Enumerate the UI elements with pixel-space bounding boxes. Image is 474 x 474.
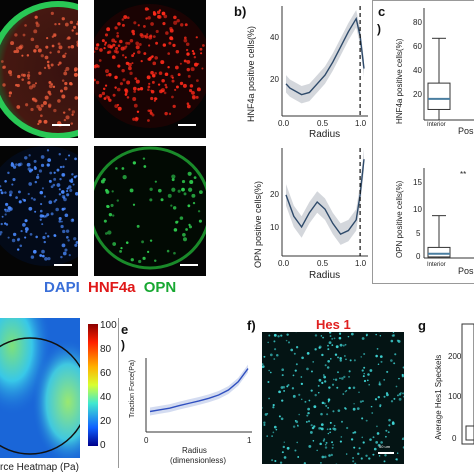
b2-xtick-0: 0.0	[278, 259, 290, 268]
b2-ytick-20: 20	[270, 190, 279, 199]
opn-legend: OPN	[143, 279, 177, 296]
box	[427, 246, 451, 258]
c2-xtick: Interior	[427, 262, 446, 268]
b1-xtick-1: 1.0	[355, 119, 367, 128]
hnf4a-image	[94, 0, 206, 138]
cbar-tick-20: 20	[100, 416, 112, 427]
c2-ytick-15: 15	[413, 178, 422, 187]
hes1-image: 50 um	[262, 332, 404, 464]
traction-heatmap	[0, 318, 80, 458]
c2-xtick2: Pos	[458, 266, 474, 276]
dapi-image-svg	[0, 146, 78, 266]
merge-image	[0, 0, 78, 138]
panel-label-f: f)	[247, 318, 256, 333]
cbar-tick-80: 80	[100, 344, 112, 355]
merge-image-svg	[0, 1, 78, 138]
c2-ytick-5: 5	[416, 229, 421, 238]
b2-plot	[281, 148, 368, 257]
confidence-band	[286, 10, 364, 104]
c1-paren: )	[377, 22, 381, 36]
c1-ytick-40: 40	[413, 66, 422, 75]
series-line	[285, 159, 365, 236]
panel-label-b: b)	[234, 4, 247, 19]
hes1-title: Hes 1	[316, 317, 351, 332]
panel-c-border	[372, 0, 474, 284]
hnf4a-image-svg	[94, 4, 206, 128]
c2-sig: **	[460, 170, 467, 179]
cbar-tick-40: 40	[100, 392, 112, 403]
g-ytick-0: 0	[452, 434, 457, 443]
hes1-scale-text: 50 um	[379, 444, 391, 449]
c1-ytick-60: 60	[413, 42, 422, 51]
c1-xtick2: Pos	[458, 126, 474, 136]
e-paren: )	[121, 338, 125, 352]
g-plot	[461, 323, 474, 445]
b1-plot	[281, 6, 368, 117]
heatmap-svg	[0, 318, 80, 458]
b2-xtick-05: 0.5	[317, 259, 329, 268]
c2-ytick-10: 10	[413, 205, 422, 214]
c2-ylabel: OPN positive cells(%)	[395, 180, 404, 258]
b2-xlabel: Radius	[309, 270, 341, 281]
panel-label-g: g	[418, 318, 426, 333]
confidence-band	[286, 148, 364, 245]
dapi-image	[0, 146, 78, 276]
e-xlabel2: (dimensionless)	[170, 456, 227, 465]
heatmap-xlabel: rce Heatmap (Pa)	[0, 462, 79, 473]
b1-xlabel: Radius	[309, 129, 341, 140]
b1-xtick-0: 0.0	[278, 119, 290, 128]
heatmap-colorbar	[88, 324, 98, 446]
c1-xtick: Interior	[427, 122, 446, 128]
e-plot	[145, 358, 252, 433]
c1-plot	[423, 8, 474, 121]
b2-ytick-10: 10	[270, 223, 279, 232]
c1-ytick-20: 20	[413, 90, 422, 99]
c2-plot	[423, 168, 474, 259]
hnf4a-legend: HNF4a	[88, 279, 136, 296]
c1-ytick-80: 80	[413, 18, 422, 27]
opn-image	[94, 146, 206, 276]
g-ytick-200: 200	[448, 352, 462, 361]
stain-legend: DAPI HNF4a OPN	[44, 279, 176, 296]
cbar-tick-60: 60	[100, 368, 112, 379]
c1-ylabel: HNF4a positive cells(%)	[395, 38, 404, 124]
e-xlabel: Radius	[182, 446, 207, 455]
hes1-image-svg	[262, 332, 404, 464]
b1-ytick-20: 20	[270, 75, 279, 84]
b1-xtick-05: 0.5	[317, 119, 329, 128]
e-xtick-0: 0	[144, 436, 149, 445]
e-ylabel: Traction Force(Pa)	[129, 359, 136, 418]
panel-label-e: e	[121, 322, 129, 337]
opn-image-svg	[94, 146, 206, 270]
panel-e-border	[118, 318, 259, 468]
b1-ylabel: HNF4a positive cells(%)	[246, 25, 256, 122]
b2-ylabel: OPN positive cells(%)	[253, 180, 263, 268]
c2-ytick-0: 0	[416, 252, 421, 261]
g-ytick-100: 100	[448, 392, 462, 401]
b2-xtick-1: 1.0	[355, 259, 367, 268]
e-xtick-1: 1	[247, 436, 252, 445]
cbar-tick-0: 0	[100, 440, 106, 451]
panel-label-c: c	[378, 4, 386, 19]
confidence-band	[150, 364, 248, 416]
hes1-scalebar	[378, 452, 394, 454]
box	[427, 82, 451, 110]
b1-ytick-40: 40	[270, 33, 279, 42]
cbar-tick-100: 100	[100, 320, 117, 331]
dapi-legend: DAPI	[44, 279, 80, 296]
g-ylabel: Average Hes1 Speckels	[434, 354, 443, 440]
